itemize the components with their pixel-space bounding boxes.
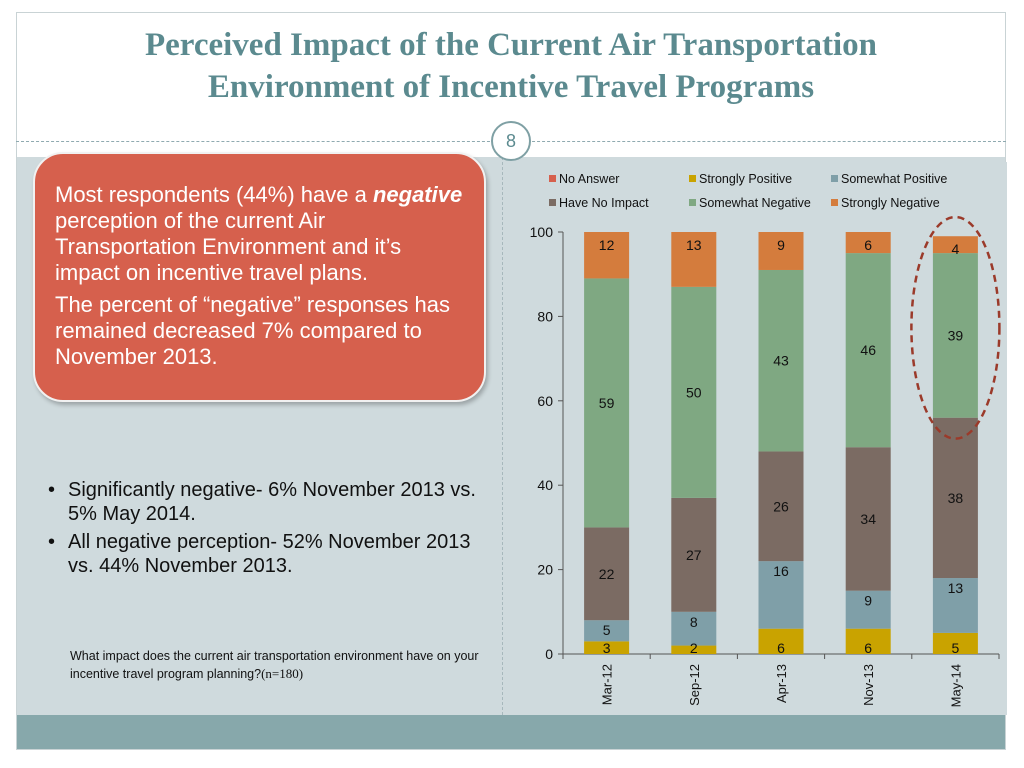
footer-band	[17, 715, 1005, 749]
data-label: 46	[860, 342, 876, 358]
bar-segment	[845, 447, 891, 591]
bar-segment	[932, 632, 978, 654]
legend-label: Strongly Positive	[699, 172, 792, 186]
legend-label: Strongly Negative	[841, 196, 940, 210]
legend-swatch	[689, 199, 696, 206]
data-label: 13	[686, 237, 702, 253]
data-label: 27	[686, 547, 702, 563]
slide-title-line1: Perceived Impact of the Current Air Tran…	[144, 27, 878, 63]
slide-title: Perceived Impact of the Current Air Tran…	[16, 24, 1006, 108]
callout-paragraph-2: The percent of “negative” responses has …	[55, 292, 451, 369]
data-label: 26	[773, 498, 789, 514]
data-label: 16	[773, 563, 789, 579]
legend-label: Somewhat Positive	[841, 172, 947, 186]
bar-segment	[584, 641, 630, 654]
data-label: 12	[599, 237, 615, 253]
x-tick-label: Mar-12	[600, 664, 615, 705]
y-tick-label: 20	[537, 562, 553, 578]
legend-label: Somewhat Negative	[699, 196, 811, 210]
legend-swatch	[549, 199, 556, 206]
slide-title-line2: Environment of Incentive Travel Programs	[207, 69, 815, 105]
data-label: 3	[603, 640, 611, 656]
data-label: 50	[686, 384, 702, 400]
callout-paragraph-1: Most respondents (44%) have a negative p…	[55, 182, 466, 286]
page-number-badge: 8	[491, 121, 531, 161]
bar-segment	[845, 628, 891, 654]
data-label: 34	[860, 511, 876, 527]
data-label: 9	[777, 237, 785, 253]
bar-segment	[932, 417, 978, 579]
survey-question: What impact does the current air transpo…	[70, 648, 490, 683]
bar-segment	[845, 253, 891, 448]
bar-segment	[758, 269, 804, 452]
legend-swatch	[831, 175, 838, 182]
legend-swatch	[831, 199, 838, 206]
bar-segment	[671, 286, 717, 498]
legend-label: Have No Impact	[559, 196, 649, 210]
data-label: 22	[599, 566, 615, 582]
y-tick-label: 40	[537, 477, 553, 493]
data-label: 4	[952, 241, 960, 257]
data-label: 6	[864, 237, 872, 253]
bullet-text: Significantly negative- 6% November 2013…	[68, 479, 476, 525]
legend-swatch	[549, 175, 556, 182]
bar-segment	[758, 451, 804, 562]
bar-segment	[932, 253, 978, 418]
summary-callout: Most respondents (44%) have a negative p…	[33, 152, 486, 402]
data-label: 38	[948, 490, 964, 506]
x-tick-label: Nov-13	[861, 664, 876, 706]
x-tick-label: Apr-13	[774, 664, 789, 703]
y-tick-label: 100	[530, 224, 554, 240]
bar-segment	[671, 611, 717, 646]
chart-area: No Answer Strongly Positive Somewhat Posit…	[511, 162, 1007, 715]
callout-p1-emphasis: negative	[372, 182, 463, 207]
data-label: 59	[599, 395, 615, 411]
bullet-item: • Significantly negative- 6% November 201…	[46, 478, 486, 526]
callout-p1-after: perception of the current Air Transporta…	[55, 208, 402, 285]
bar-segment	[845, 232, 891, 254]
bullet-text: All negative perception- 52% November 20…	[68, 531, 471, 577]
bullet-list: • Significantly negative- 6% November 201…	[46, 478, 486, 582]
data-label: 43	[773, 353, 789, 369]
bar-segment	[758, 232, 804, 270]
bar-segment	[845, 590, 891, 629]
data-label: 6	[864, 640, 872, 656]
data-label: 9	[864, 593, 872, 609]
data-label: 5	[603, 622, 611, 638]
bar-segment	[584, 620, 630, 642]
bar-segment	[584, 278, 630, 528]
bar-segment	[671, 232, 717, 287]
bar-segment	[671, 645, 717, 654]
bar-segment	[758, 561, 804, 629]
bar-segment	[758, 628, 804, 654]
bullet-dot-icon: •	[48, 479, 56, 501]
data-label: 39	[948, 327, 964, 343]
y-tick-label: 80	[537, 308, 553, 324]
data-label: 13	[948, 580, 964, 596]
data-label: 6	[777, 640, 785, 656]
bar-segment	[932, 578, 978, 633]
question-sample-size: (n=180)	[261, 666, 304, 681]
legend-label: No Answer	[559, 172, 619, 186]
highlight-ellipse	[910, 215, 1001, 440]
x-tick-label: Sep-12	[687, 664, 702, 706]
y-tick-label: 0	[545, 646, 553, 662]
data-label: 5	[952, 640, 960, 656]
content-separator	[502, 157, 503, 715]
bullet-item: • All negative perception- 52% November 2…	[46, 530, 486, 578]
bar-segment	[671, 497, 717, 612]
stacked-bar-chart: No Answer Strongly Positive Somewhat Posit…	[530, 172, 1001, 707]
bar-segment	[584, 527, 630, 621]
data-label: 2	[690, 640, 698, 656]
question-text: What impact does the current air transpo…	[70, 649, 479, 681]
bar-segment	[584, 232, 630, 279]
bullet-dot-icon: •	[48, 531, 56, 553]
bar-segment	[932, 236, 978, 254]
y-tick-label: 60	[537, 393, 553, 409]
callout-p1-before: Most respondents (44%) have a	[55, 182, 373, 207]
legend-swatch	[689, 175, 696, 182]
x-tick-label: May-14	[948, 664, 963, 707]
data-label: 8	[690, 614, 698, 630]
